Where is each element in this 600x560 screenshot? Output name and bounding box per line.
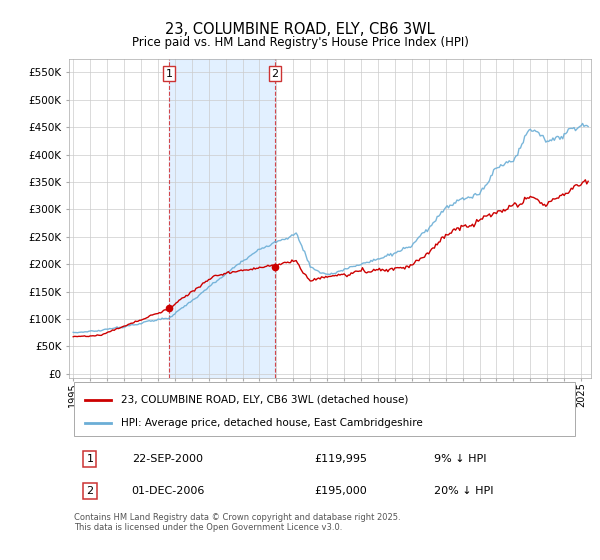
- Text: 1: 1: [86, 454, 94, 464]
- Text: £119,995: £119,995: [314, 454, 367, 464]
- Text: 9% ↓ HPI: 9% ↓ HPI: [434, 454, 487, 464]
- Text: £195,000: £195,000: [314, 486, 367, 496]
- Text: 23, COLUMBINE ROAD, ELY, CB6 3WL (detached house): 23, COLUMBINE ROAD, ELY, CB6 3WL (detach…: [121, 395, 409, 405]
- Text: 22-SEP-2000: 22-SEP-2000: [131, 454, 203, 464]
- Text: 20% ↓ HPI: 20% ↓ HPI: [434, 486, 494, 496]
- Text: 01-DEC-2006: 01-DEC-2006: [131, 486, 205, 496]
- Bar: [74, 382, 575, 436]
- Text: 23, COLUMBINE ROAD, ELY, CB6 3WL: 23, COLUMBINE ROAD, ELY, CB6 3WL: [165, 22, 435, 38]
- Text: 2: 2: [271, 68, 278, 78]
- Text: 1: 1: [166, 68, 173, 78]
- Text: Price paid vs. HM Land Registry's House Price Index (HPI): Price paid vs. HM Land Registry's House …: [131, 36, 469, 49]
- Text: HPI: Average price, detached house, East Cambridgeshire: HPI: Average price, detached house, East…: [121, 418, 423, 428]
- Bar: [169, 59, 275, 378]
- Text: Contains HM Land Registry data © Crown copyright and database right 2025.
This d: Contains HM Land Registry data © Crown c…: [74, 513, 401, 532]
- Text: 2: 2: [86, 486, 94, 496]
